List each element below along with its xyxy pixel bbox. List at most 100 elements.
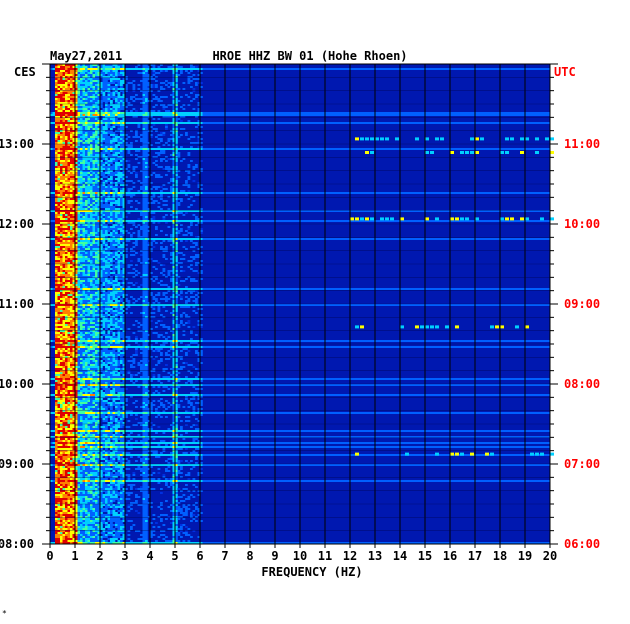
spectrogram-cell	[357, 68, 361, 70]
spectrogram-cell	[400, 238, 403, 240]
spectrogram-cell	[105, 88, 108, 90]
spectrogram-cell	[147, 66, 151, 68]
spectrogram-cell	[85, 120, 88, 122]
spectrogram-cell	[67, 84, 71, 86]
spectrogram-cell	[107, 162, 111, 164]
spectrogram-cell	[100, 246, 103, 248]
spectrogram-cell	[82, 236, 86, 238]
spectrogram-cell	[112, 202, 116, 204]
spectrogram-cell	[97, 172, 101, 174]
spectrogram-cell	[390, 148, 393, 150]
spectrogram-cell	[190, 112, 193, 114]
spectrogram-cell	[90, 112, 93, 114]
spectrogram-cell	[137, 192, 141, 194]
spectrogram-cell	[72, 224, 76, 226]
spectrogram-cell	[115, 90, 118, 92]
spectrogram-cell	[295, 220, 298, 222]
spectrogram-cell	[420, 210, 423, 212]
spectrogram-cell	[100, 70, 103, 72]
spectrogram-cell	[225, 238, 228, 240]
spectrogram-cell	[187, 186, 191, 188]
spectrogram-cell	[70, 166, 73, 168]
spectrogram-cell	[90, 148, 93, 150]
spectrogram-cell	[120, 86, 123, 88]
spectrogram-cell	[102, 218, 106, 220]
spectrogram-cell	[112, 64, 116, 66]
spectrogram-cell	[105, 238, 108, 240]
spectrogram-cell	[145, 232, 148, 234]
spectrogram-cell	[167, 226, 171, 228]
spectrogram-cell	[67, 86, 71, 88]
spectrogram-cell	[482, 122, 486, 124]
spectrogram-cell	[70, 170, 73, 172]
spectrogram-cell	[125, 100, 128, 102]
spectrogram-cell	[437, 68, 441, 70]
spectrogram-cell	[372, 68, 376, 70]
spectrogram-cell	[497, 114, 501, 116]
spectrogram-cell	[110, 214, 113, 216]
spectrogram-cell	[262, 220, 266, 222]
spectrogram-cell	[462, 68, 466, 70]
spectrogram-cell	[85, 174, 88, 176]
spectrogram-cell	[125, 144, 128, 146]
spectrogram-cell	[102, 164, 106, 166]
spectrogram-cell	[142, 190, 146, 192]
spectrogram-cell	[75, 124, 78, 126]
spectrogram-cell	[142, 110, 146, 112]
spectrogram-cell	[80, 154, 83, 156]
spectrogram-cell	[545, 112, 548, 114]
spectrogram-cell	[510, 112, 513, 114]
spectrogram-cell	[92, 210, 96, 212]
spectrogram-cell	[80, 180, 83, 182]
spectrogram-cell	[102, 236, 106, 238]
spectrogram-cell	[82, 198, 86, 200]
spectrogram-cell	[127, 232, 131, 234]
spectrogram-cell	[80, 164, 83, 166]
spectrogram-cell	[57, 82, 61, 84]
spectrogram-cell	[70, 210, 73, 212]
spectrogram-cell	[347, 68, 351, 70]
spectrogram-cell	[117, 226, 121, 228]
spectrogram-cell	[90, 246, 93, 248]
spectrogram-cell	[252, 68, 256, 70]
spectrogram-cell	[175, 124, 178, 126]
spectrogram-cell	[92, 126, 96, 128]
spectrogram-cell	[372, 122, 376, 124]
spectrogram-cell	[352, 220, 356, 222]
spectrogram-cell	[107, 82, 111, 84]
spectrogram-cell	[72, 232, 76, 234]
spectrogram-cell	[100, 72, 103, 74]
spectrogram-cell	[97, 204, 101, 206]
spectrogram-cell	[87, 248, 91, 250]
spectrogram-cell	[75, 120, 78, 122]
spectrogram-cell	[125, 176, 128, 178]
spectrogram-cell	[95, 222, 98, 224]
spectrogram-cell	[82, 106, 86, 108]
spectrogram-cell	[100, 124, 103, 126]
spectrogram-cell	[102, 186, 106, 188]
spectrogram-cell	[487, 68, 491, 70]
spectrogram-cell	[62, 188, 66, 190]
spectrogram-cell	[60, 208, 63, 210]
spectrogram-cell	[112, 210, 116, 212]
spectrogram-cell	[142, 236, 146, 238]
spectrogram-cell	[175, 106, 178, 108]
spectrogram-cell	[112, 192, 116, 194]
spectrogram-cell	[175, 70, 178, 72]
spectrogram-cell	[80, 108, 83, 110]
spectrogram-cell	[175, 156, 178, 158]
spectrogram-cell	[370, 192, 373, 194]
spectrogram-cell	[492, 112, 496, 114]
spectrogram-cell	[75, 146, 78, 148]
spectrogram-cell	[155, 220, 158, 222]
spectrogram-cell	[57, 248, 61, 250]
spectrogram-cell	[395, 114, 398, 116]
spectrogram-cell	[92, 100, 96, 102]
spectrogram-cell	[95, 166, 98, 168]
spectrogram-cell	[107, 178, 111, 180]
spectrogram-cell	[57, 174, 61, 176]
spectrogram-cell	[87, 104, 91, 106]
spectrogram-cell	[87, 124, 91, 126]
spectrogram-cell	[230, 148, 233, 150]
spectrogram-cell	[145, 110, 148, 112]
